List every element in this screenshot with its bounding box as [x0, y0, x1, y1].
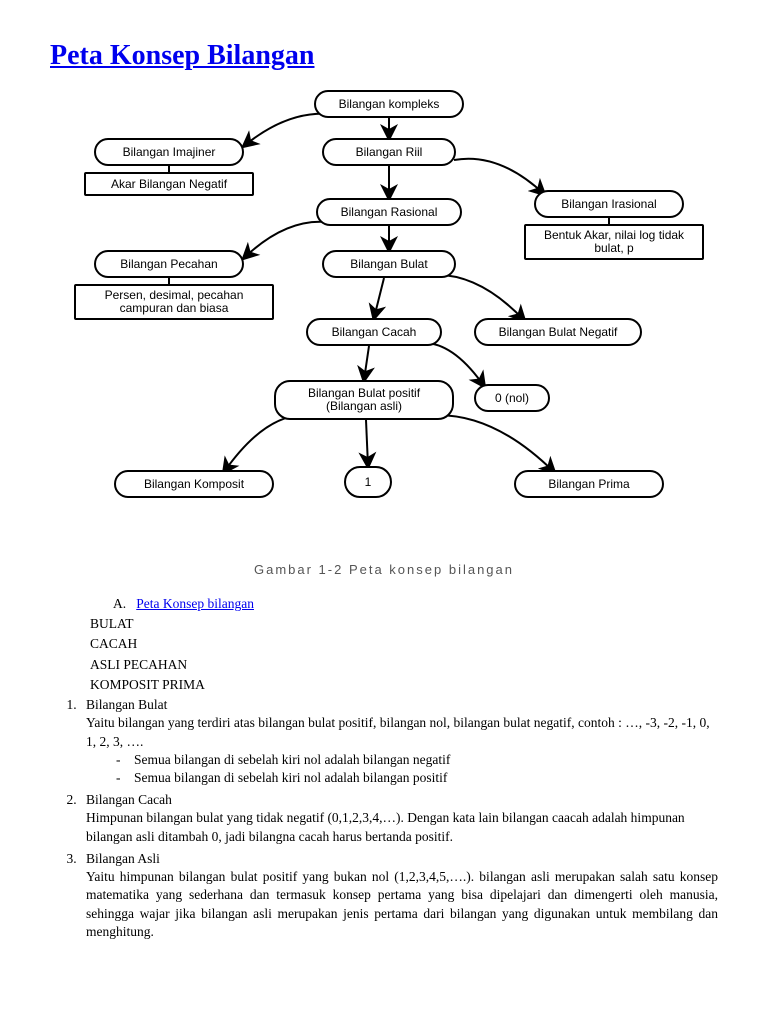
node-asli: Bilangan Bulat positif (Bilangan asli)	[274, 380, 454, 420]
node-riil: Bilangan Riil	[322, 138, 456, 166]
dash-line: - Semua bilangan di sebelah kiri nol ada…	[100, 769, 718, 787]
node-kompleks: Bilangan kompleks	[314, 90, 464, 118]
node-satu: 1	[344, 466, 392, 498]
keyword-line: KOMPOSIT PRIMA	[50, 676, 718, 694]
section-A-link[interactable]: Peta Konsep bilangan	[136, 596, 254, 611]
dash-line: - Semua bilangan di sebelah kiri nol ada…	[100, 751, 718, 769]
node-cacah: Bilangan Cacah	[306, 318, 442, 346]
node-pecahan: Bilangan Pecahan	[94, 250, 244, 278]
definition-item: Bilangan BulatYaitu bilangan yang terdir…	[80, 696, 718, 787]
node-bentuk: Bentuk Akar, nilai log tidak bulat, p	[524, 224, 704, 260]
node-akar: Akar Bilangan Negatif	[84, 172, 254, 196]
node-persen: Persen, desimal, pecahan campuran dan bi…	[74, 284, 274, 320]
section-A: A. Peta Konsep bilangan	[50, 595, 718, 613]
node-komposit: Bilangan Komposit	[114, 470, 274, 498]
node-prima: Bilangan Prima	[514, 470, 664, 498]
keyword-line: BULAT	[50, 615, 718, 633]
node-bulat: Bilangan Bulat	[322, 250, 456, 278]
diagram-caption: Gambar 1-2 Peta konsep bilangan	[50, 562, 718, 577]
definition-item: Bilangan AsliYaitu himpunan bilangan bul…	[80, 850, 718, 941]
node-imajiner: Bilangan Imajiner	[94, 138, 244, 166]
node-bulatneg: Bilangan Bulat Negatif	[474, 318, 642, 346]
concept-map: Bilangan kompleks Bilangan Imajiner Bilang…	[54, 90, 714, 550]
keyword-line: CACAH	[50, 635, 718, 653]
keyword-line: ASLI PECAHAN	[50, 656, 718, 674]
node-rasional: Bilangan Rasional	[316, 198, 462, 226]
body-content: A. Peta Konsep bilangan BULAT CACAH ASLI P…	[50, 595, 718, 941]
section-A-label: A.	[113, 596, 126, 611]
node-irasional: Bilangan Irasional	[534, 190, 684, 218]
node-nol: 0 (nol)	[474, 384, 550, 412]
definition-item: Bilangan CacahHimpunan bilangan bulat ya…	[80, 791, 718, 846]
page-title[interactable]: Peta Konsep Bilangan	[50, 40, 718, 72]
